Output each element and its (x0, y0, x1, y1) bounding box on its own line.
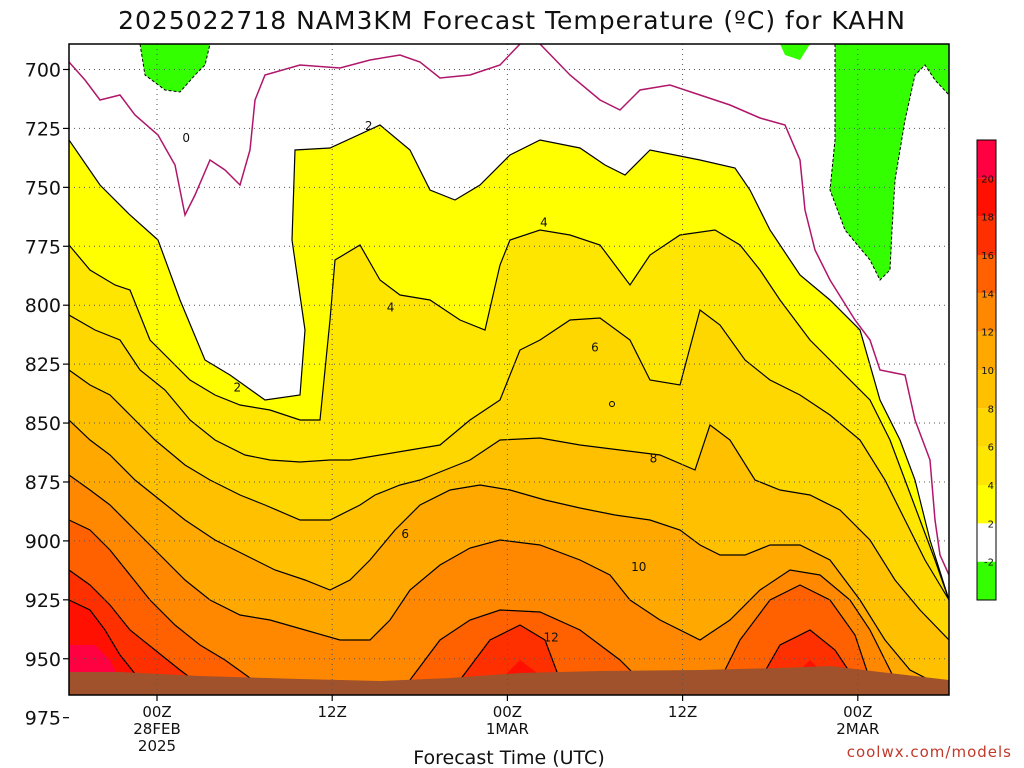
contour-10 (69, 419, 949, 691)
colorbar-swatch (977, 446, 996, 485)
colorbar: -2 2 4 6 8 10 12 14 16 18 20 (976, 139, 997, 601)
terrain (69, 666, 949, 695)
x-axis-label: Forecast Time (UTC) (413, 747, 604, 768)
x-tick-label: 2025 (138, 737, 176, 755)
colorbar-label: 16 (981, 251, 994, 262)
chart-title: 2025022718 NAM3KM Forecast Temperature (… (118, 6, 906, 35)
colorbar-label: 14 (981, 289, 994, 300)
x-tick-label: 28FEB (133, 720, 180, 738)
plot-area: 0 2 2 4 4 6 6 8 10 12 (69, 44, 949, 695)
contour-16 (69, 569, 856, 686)
contour-label: 6 (401, 527, 409, 541)
colorbar-swatch (977, 293, 996, 332)
x-tick-label: 00Z (142, 703, 171, 721)
contour-6 (69, 308, 949, 601)
plot-frame (68, 43, 950, 696)
contour-label: 2 (233, 381, 241, 395)
colorbar-swatch (977, 523, 996, 562)
y-tick-label: 775 (25, 236, 61, 258)
colorbar-label: 12 (981, 328, 994, 339)
contour-label: 2 (365, 119, 373, 133)
colorbar-label: 8 (988, 404, 994, 415)
band-12-14 (69, 475, 949, 695)
x-tick-label: 12Z (318, 703, 347, 721)
y-tick-label: 725 (25, 118, 61, 140)
y-tick-label: 950 (25, 649, 61, 671)
y-tick-label: 925 (25, 590, 61, 612)
y-tick-label: 800 (25, 295, 61, 317)
colorbar-label: 4 (988, 481, 994, 492)
x-tick-label: 1MAR (486, 720, 529, 738)
x-tick-label: 12Z (668, 703, 697, 721)
contour-label: 4 (540, 216, 548, 230)
contour-lines (69, 124, 949, 691)
contour-label: 4 (387, 301, 395, 315)
minus-two-boundary (139, 44, 949, 281)
x-tick-label: 00Z (493, 703, 522, 721)
band-below-minus2-right (780, 44, 949, 280)
colorbar-label: -2 (984, 558, 994, 569)
colorbar-swatch (977, 178, 996, 217)
x-tick-label: 2MAR (836, 720, 879, 738)
colorbar-swatch (977, 331, 996, 370)
colorbar-frame (976, 139, 997, 601)
contour-label: 12 (544, 631, 559, 645)
colorbar-swatch (977, 216, 996, 255)
contour-label: 6 (591, 341, 599, 355)
gridlines (69, 44, 949, 695)
y-tick-label: 875 (25, 472, 61, 494)
colorbar-swatch (977, 408, 996, 447)
contour-12 (69, 474, 901, 691)
colorbar-swatch (977, 255, 996, 294)
y-tick-label: 750 (25, 177, 61, 199)
y-tick-label: 850 (25, 413, 61, 435)
colorbar-swatch (977, 140, 996, 179)
zero-line (69, 44, 949, 576)
contour-4 (69, 229, 949, 601)
colorbar-swatch (977, 485, 996, 524)
colorbar-label: 10 (981, 366, 994, 377)
colorbar-swatch (977, 561, 996, 600)
x-tick-label: 00Z (843, 703, 872, 721)
y-tick-label: 900 (25, 531, 61, 553)
colorbar-label: 6 (988, 443, 994, 454)
credit-text: coolwx.com/models (847, 743, 1012, 761)
contour-labels: 0 2 2 4 4 6 6 8 10 12 (182, 119, 657, 644)
colorbar-label: 2 (988, 519, 994, 530)
colorbar-label: 18 (981, 213, 994, 224)
y-axis: 700 725 750 775 800 825 850 875 900 925 950 975 (25, 60, 69, 730)
local-extremum-marker (609, 401, 615, 407)
contour-label: 8 (650, 451, 658, 465)
contour-label: 0 (182, 131, 190, 145)
contour-label: 10 (631, 560, 646, 574)
colorbar-swatch (977, 370, 996, 409)
contour-8 (69, 369, 949, 641)
y-tick-label: 975 (25, 708, 61, 730)
y-tick-label: 825 (25, 354, 61, 376)
y-tick-label: 700 (25, 60, 61, 82)
contour-18 (69, 599, 141, 681)
contour-2 (69, 124, 949, 601)
colorbar-label: 20 (981, 174, 994, 185)
